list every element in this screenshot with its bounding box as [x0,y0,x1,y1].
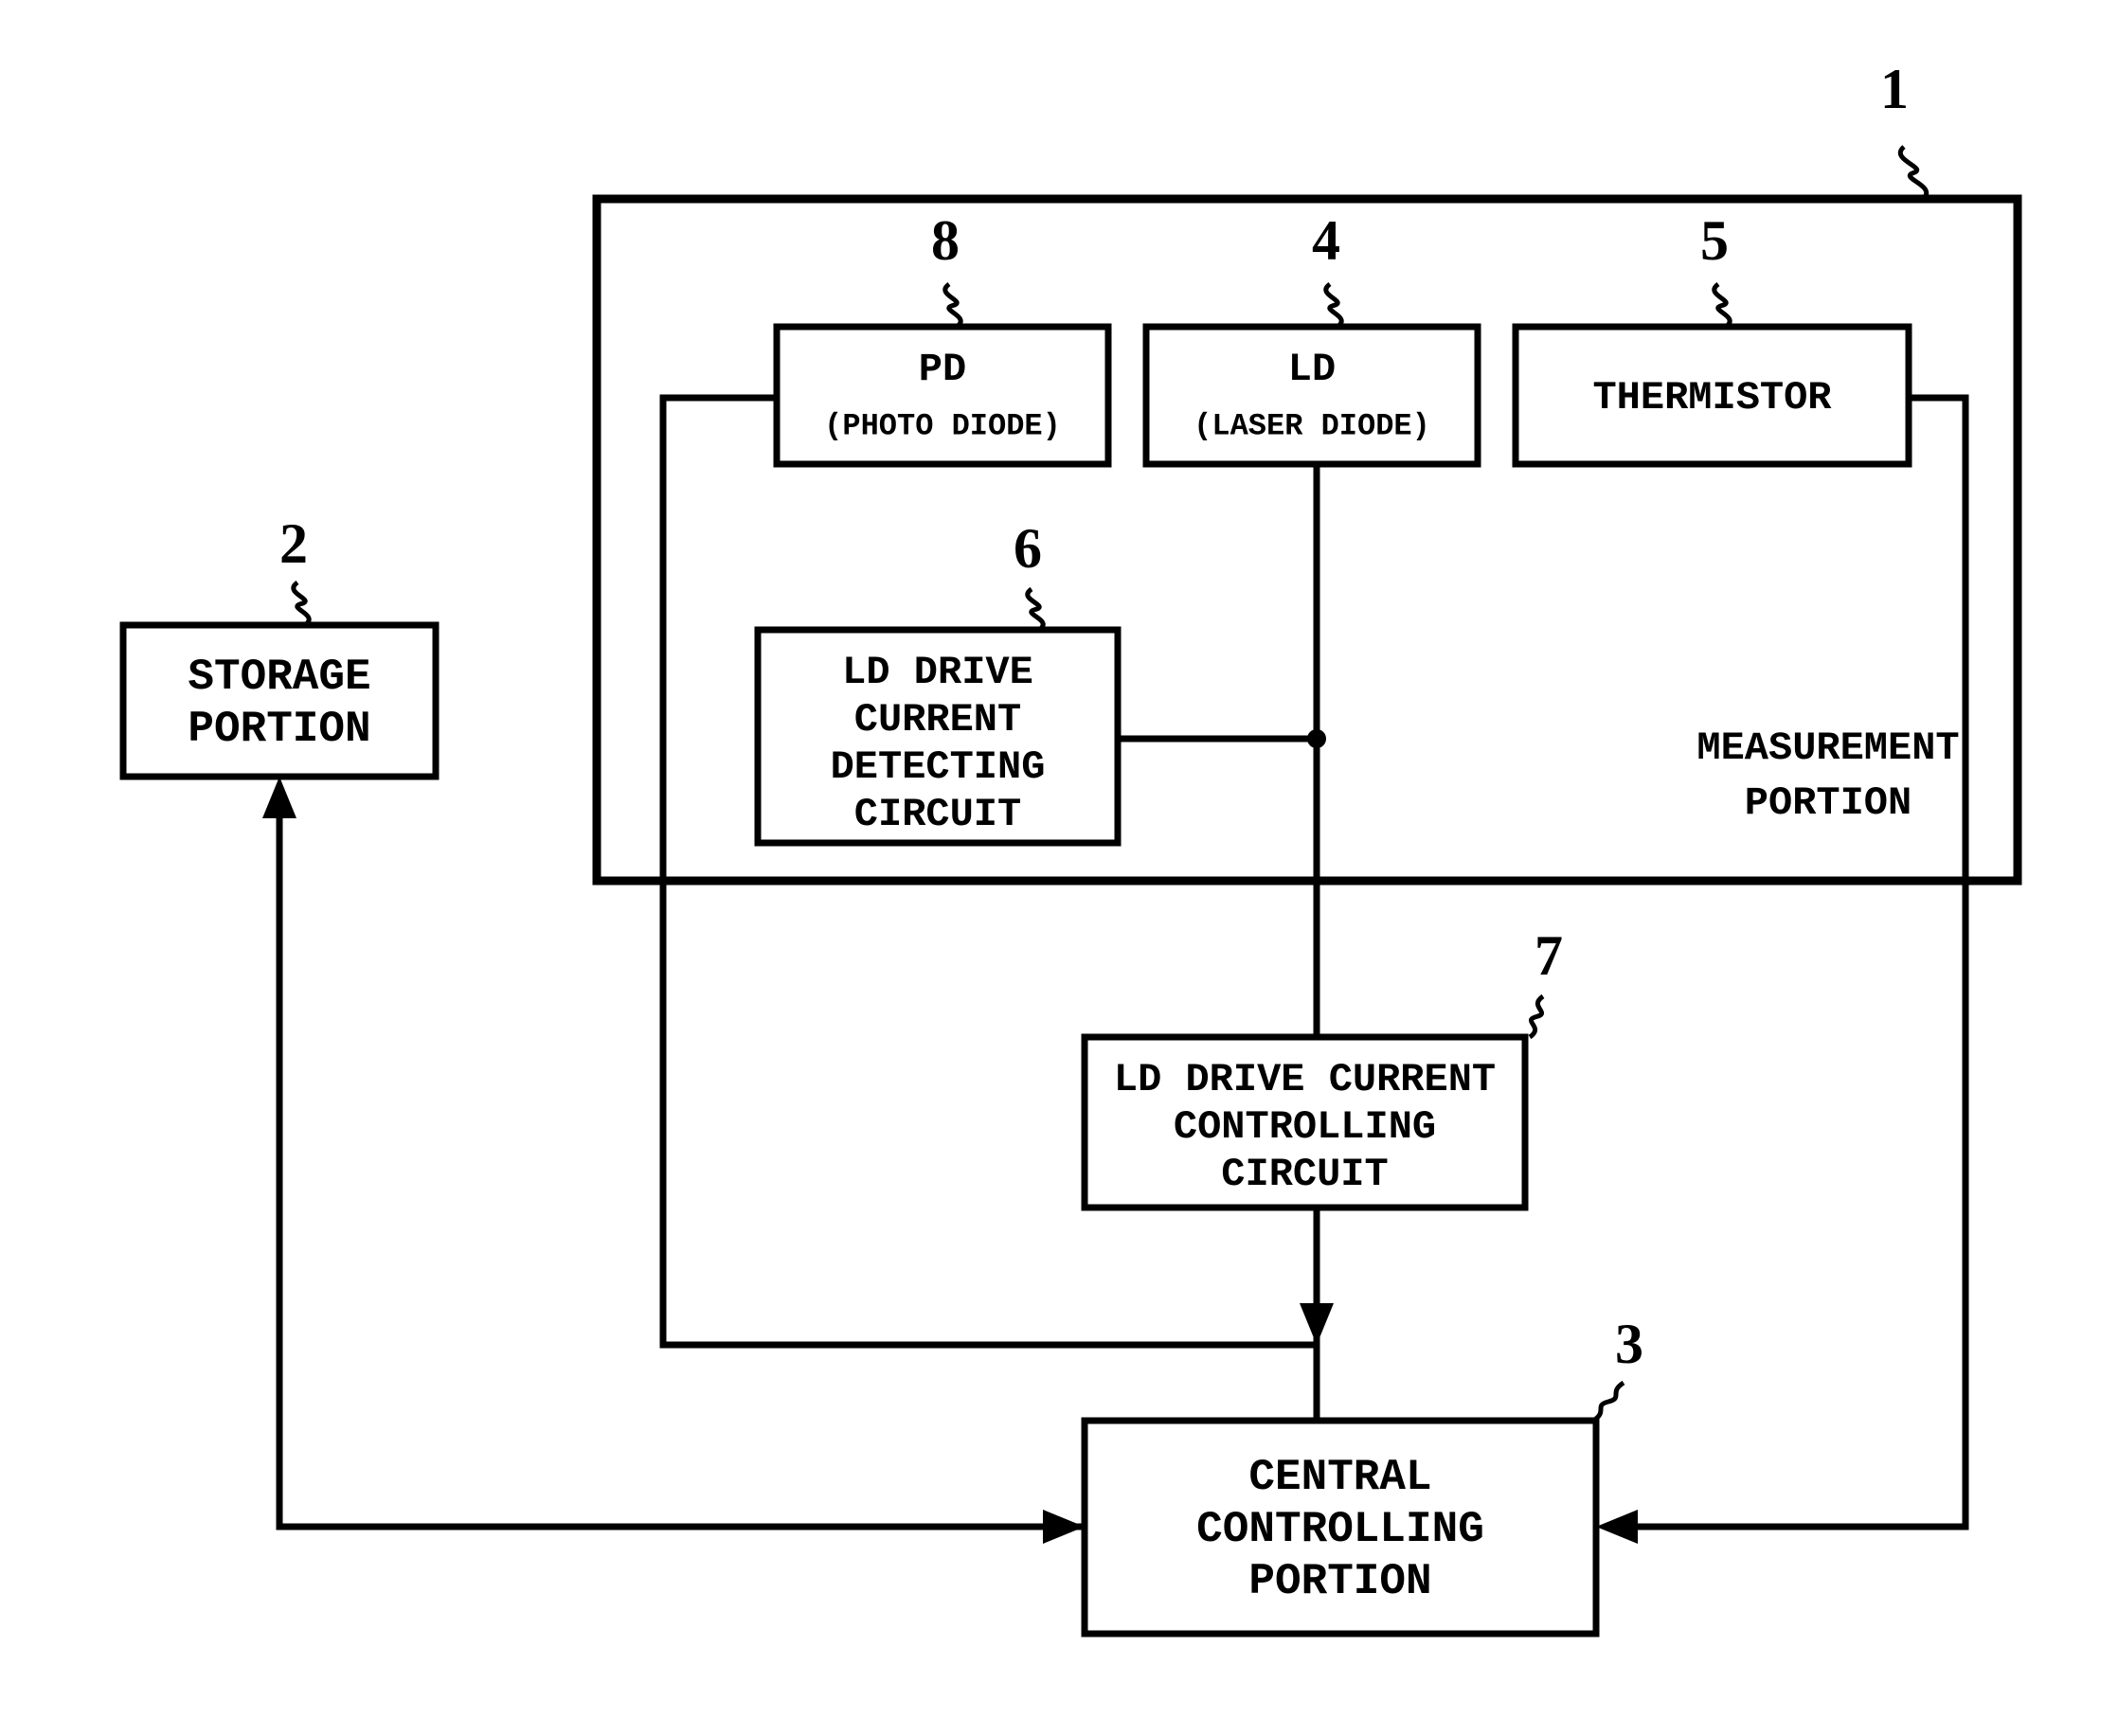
arrow-therm-to-central [1596,1510,1638,1544]
storage-squig [294,582,309,625]
central-controlling-t3: PORTION [1248,1557,1431,1606]
central-controlling-num: 3 [1615,1313,1643,1375]
pd-t1: PD [919,347,966,392]
ld-drive-controlling-t1: LD DRIVE CURRENT [1114,1057,1496,1102]
pd-t2: (PHOTO DIODE) [824,408,1061,443]
arrow-central-to-storage [262,777,296,818]
ld-drive-controlling-t2: CONTROLLING [1174,1104,1436,1150]
storage-num: 2 [279,512,308,575]
ld-drive-controlling-t3: CIRCUIT [1221,1152,1388,1197]
ld-drive-controlling-squig [1530,996,1543,1037]
squiggle-1 [1900,147,1926,199]
storage-t2: PORTION [188,705,370,754]
central-controlling-t1: CENTRAL [1248,1453,1431,1502]
central-controlling-t2: CONTROLLING [1196,1505,1484,1554]
ld-t1: LD [1288,347,1336,392]
arrow-pd-to-central [1300,1303,1334,1345]
ld-num: 4 [1312,209,1340,272]
label-1: 1 [1880,58,1909,120]
ld-drive-detecting-num: 6 [1014,517,1042,580]
ld-drive-detecting-t2: CURRENT [854,697,1021,743]
ld-drive-detecting-t1: LD DRIVE [842,650,1033,695]
thermistor-num: 5 [1700,209,1729,272]
arrow-storage-to-central [1043,1510,1085,1544]
thermistor-t1: THERMISTOR [1592,375,1832,421]
ld-drive-detecting-t3: DETECTING [831,744,1046,790]
pd-num: 8 [931,209,960,272]
conn-central-to-storage [279,818,1085,1527]
measurement-portion-label-1: MEASUREMENT [1696,725,1959,771]
ld-drive-detecting-t4: CIRCUIT [854,792,1021,837]
ld-drive-controlling-num: 7 [1535,924,1563,987]
ld-t2: (LASER DIODE) [1194,408,1430,443]
central-controlling-squig [1593,1383,1624,1421]
storage-t1: STORAGE [188,653,370,702]
measurement-portion-label-2: PORTION [1745,780,1912,826]
